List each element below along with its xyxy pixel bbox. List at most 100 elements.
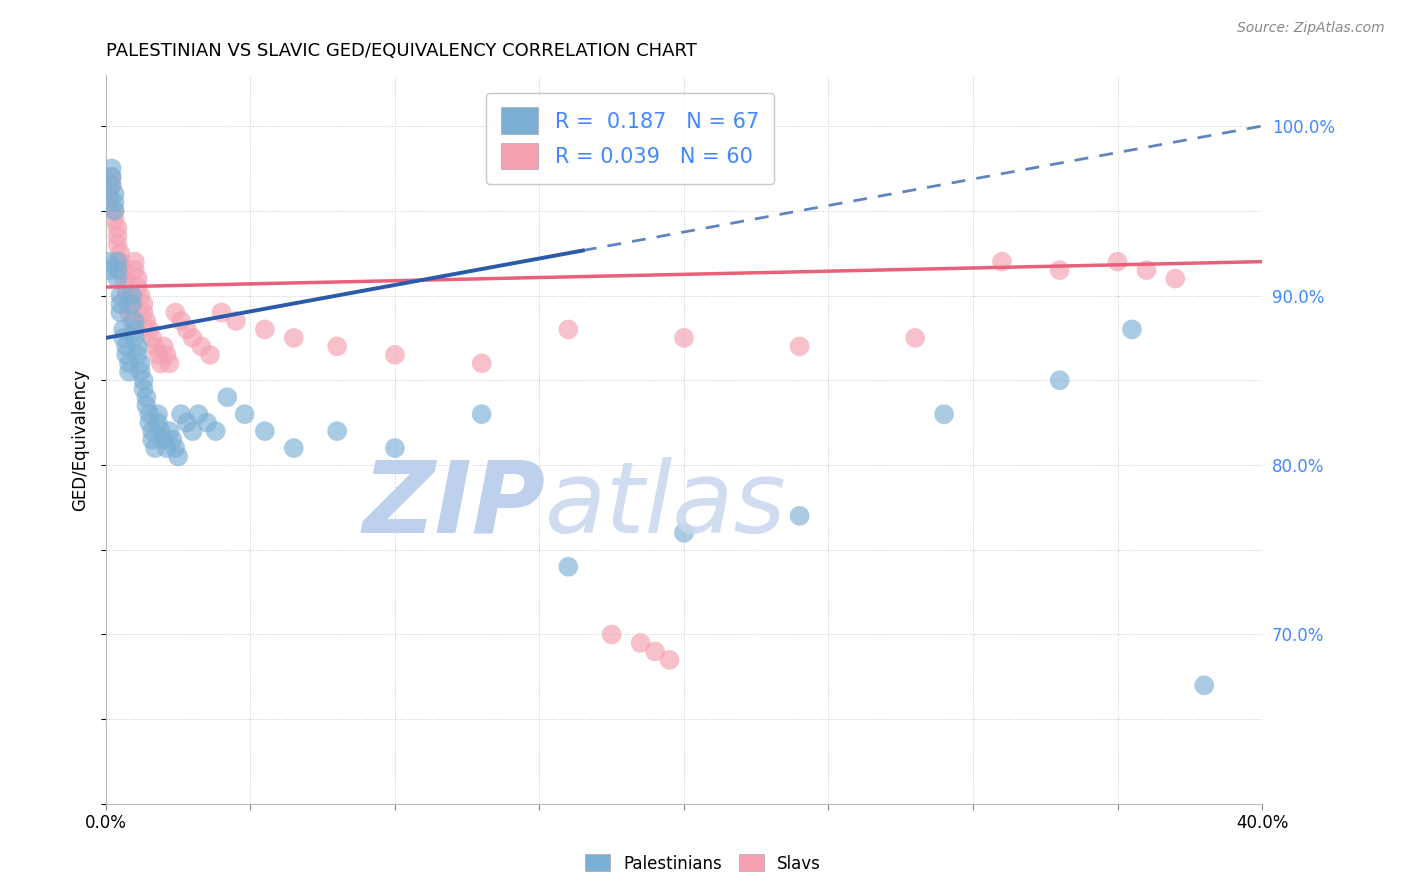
Point [233,407,256,421]
Point [644,644,666,658]
Point [112,263,135,277]
Point [326,424,349,438]
Point [155,441,177,455]
Point [181,331,204,345]
Point [217,390,239,404]
Text: PALESTINIAN VS SLAVIC GED/EQUIVALENCY CORRELATION CHART: PALESTINIAN VS SLAVIC GED/EQUIVALENCY CO… [105,42,697,60]
Point [159,424,181,438]
Point [107,237,129,252]
Point [97,254,120,268]
Point [115,339,138,353]
Point [1135,263,1157,277]
Point [195,416,218,430]
Point [129,356,152,370]
Point [135,390,157,404]
Point [557,559,579,574]
Point [132,382,155,396]
Point [165,441,187,455]
Point [1121,322,1143,336]
Point [198,348,221,362]
Point [135,314,157,328]
Point [384,441,406,455]
Text: atlas: atlas [546,457,787,554]
Text: Source: ZipAtlas.com: Source: ZipAtlas.com [1237,21,1385,36]
Point [170,407,193,421]
Point [97,195,120,210]
Point [121,314,143,328]
Point [138,322,160,336]
Point [789,339,811,353]
Point [283,331,305,345]
Point [932,407,955,421]
Point [155,348,177,362]
Point [127,348,149,362]
Point [124,263,146,277]
Point [118,356,141,370]
Point [152,339,174,353]
Point [110,288,132,302]
Point [138,407,160,421]
Point [103,212,125,227]
Point [138,416,160,430]
Point [326,339,349,353]
Point [107,254,129,268]
Point [225,314,247,328]
Point [110,254,132,268]
Point [557,322,579,336]
Point [1192,678,1215,692]
Point [904,331,927,345]
Point [118,297,141,311]
Point [204,424,226,438]
Point [630,636,652,650]
Point [190,339,212,353]
Point [103,195,125,210]
Point [1049,263,1071,277]
Point [127,271,149,285]
Point [211,305,233,319]
Point [110,305,132,319]
Point [135,399,157,413]
Point [115,348,138,362]
Point [132,305,155,319]
Point [471,356,494,370]
Point [672,525,695,540]
Point [253,424,276,438]
Point [97,186,120,201]
Point [471,407,494,421]
Point [129,288,152,302]
Point [115,280,138,294]
Point [118,365,141,379]
Point [132,297,155,311]
Point [253,322,276,336]
Point [143,339,166,353]
Point [127,339,149,353]
Point [124,314,146,328]
Point [146,416,169,430]
Point [658,653,681,667]
Point [141,331,163,345]
Point [100,161,122,176]
Point [110,297,132,311]
Point [283,441,305,455]
Point [162,433,184,447]
Point [129,365,152,379]
Point [124,322,146,336]
Point [103,203,125,218]
Point [141,424,163,438]
Point [121,288,143,302]
Point [112,322,135,336]
Point [103,203,125,218]
Point [146,407,169,421]
Point [100,169,122,184]
Point [100,178,122,193]
Point [991,254,1014,268]
Point [100,178,122,193]
Point [141,433,163,447]
Point [181,424,204,438]
Point [127,280,149,294]
Point [143,441,166,455]
Point [107,263,129,277]
Text: ZIP: ZIP [363,457,546,554]
Point [600,627,623,641]
Point [152,433,174,447]
